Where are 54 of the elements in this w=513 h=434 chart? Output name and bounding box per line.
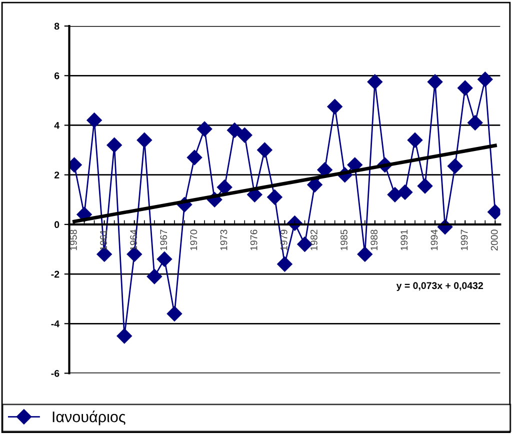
x-tick-label: 1997 (460, 230, 468, 250)
point (86, 112, 102, 128)
y-tick-label: -2 (51, 270, 60, 278)
point (347, 157, 362, 172)
x-tick-label: 1994 (430, 230, 438, 250)
y-tick-label: -4 (51, 320, 60, 328)
point (458, 80, 473, 96)
point (357, 246, 372, 262)
point (136, 132, 152, 148)
legend-label: Ιανουάριος (52, 410, 126, 426)
point (367, 74, 382, 90)
point (146, 268, 162, 284)
point (407, 132, 423, 148)
y-tick-label: 6 (54, 72, 60, 80)
y-tick-label: 0 (54, 221, 60, 228)
point (427, 74, 443, 90)
point (156, 252, 172, 267)
x-tick-label: 1988 (370, 230, 378, 250)
point (257, 142, 272, 158)
point (478, 72, 493, 87)
point (106, 138, 122, 153)
point (267, 190, 282, 205)
point (196, 121, 212, 137)
x-tick-label: 1961 (100, 230, 107, 250)
y-tick-label: 2 (54, 172, 60, 178)
point (327, 99, 342, 114)
x-tick-label: 1964 (130, 230, 138, 250)
x-tick-label: 1985 (340, 230, 348, 250)
y-tick-label: 8 (54, 22, 60, 30)
point (186, 150, 202, 166)
x-tick-label: 1958 (70, 230, 77, 250)
point (307, 177, 322, 192)
x-tick-label: 1970 (190, 230, 198, 250)
x-tick-label: 2000 (490, 230, 498, 250)
point (468, 115, 483, 130)
point (448, 158, 463, 174)
y-tick-label: 4 (54, 122, 60, 129)
point (116, 328, 132, 344)
x-tick-label: 1976 (250, 230, 258, 250)
x-tick-label: 1967 (160, 230, 168, 250)
x-tick-label: 1979 (280, 230, 288, 250)
x-tick-label: 1982 (310, 230, 318, 250)
annotation: y = 0,073x + 0,0432 (396, 282, 483, 291)
point (417, 178, 433, 194)
point (277, 256, 292, 272)
x-tick-label: 1991 (400, 230, 408, 250)
point (387, 187, 403, 202)
point (227, 122, 242, 138)
x-tick-label: 1973 (220, 230, 228, 250)
point (217, 180, 232, 195)
point (397, 184, 413, 200)
point (237, 128, 252, 143)
point (166, 306, 182, 322)
y-tick-label: -6 (51, 370, 60, 377)
